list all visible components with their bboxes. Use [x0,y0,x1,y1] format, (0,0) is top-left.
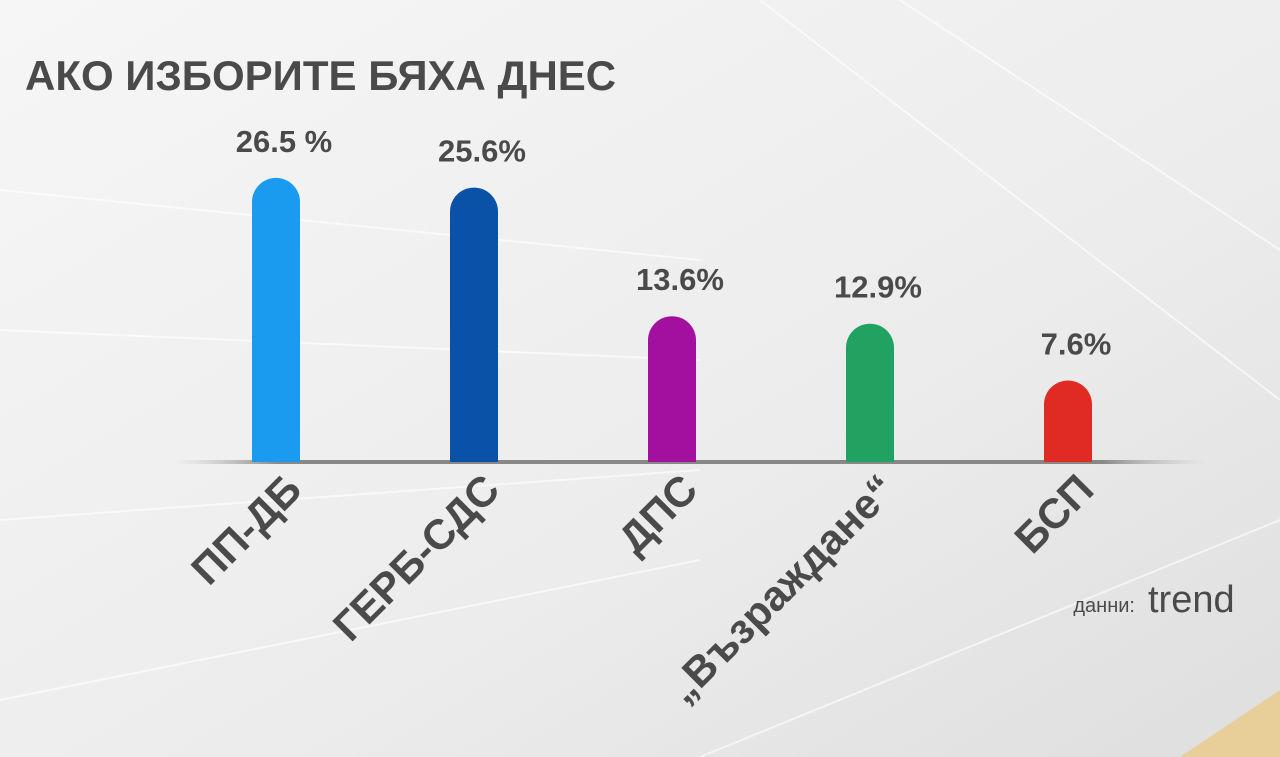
bar [846,323,894,462]
source-label: данни: [1073,595,1135,617]
value-label: 26.5 % [236,124,333,159]
value-label: 7.6% [1041,327,1112,362]
value-label: 25.6% [438,134,526,169]
value-label: 13.6% [636,262,724,297]
corner-accent [1180,690,1280,757]
bar [252,177,300,462]
bar [1044,380,1092,462]
bar [450,187,498,462]
bar [648,316,696,462]
value-label: 12.9% [834,270,922,305]
chart-title: АКО ИЗБОРИТЕ БЯХА ДНЕС [25,52,616,99]
source-logo: trend [1148,579,1235,621]
